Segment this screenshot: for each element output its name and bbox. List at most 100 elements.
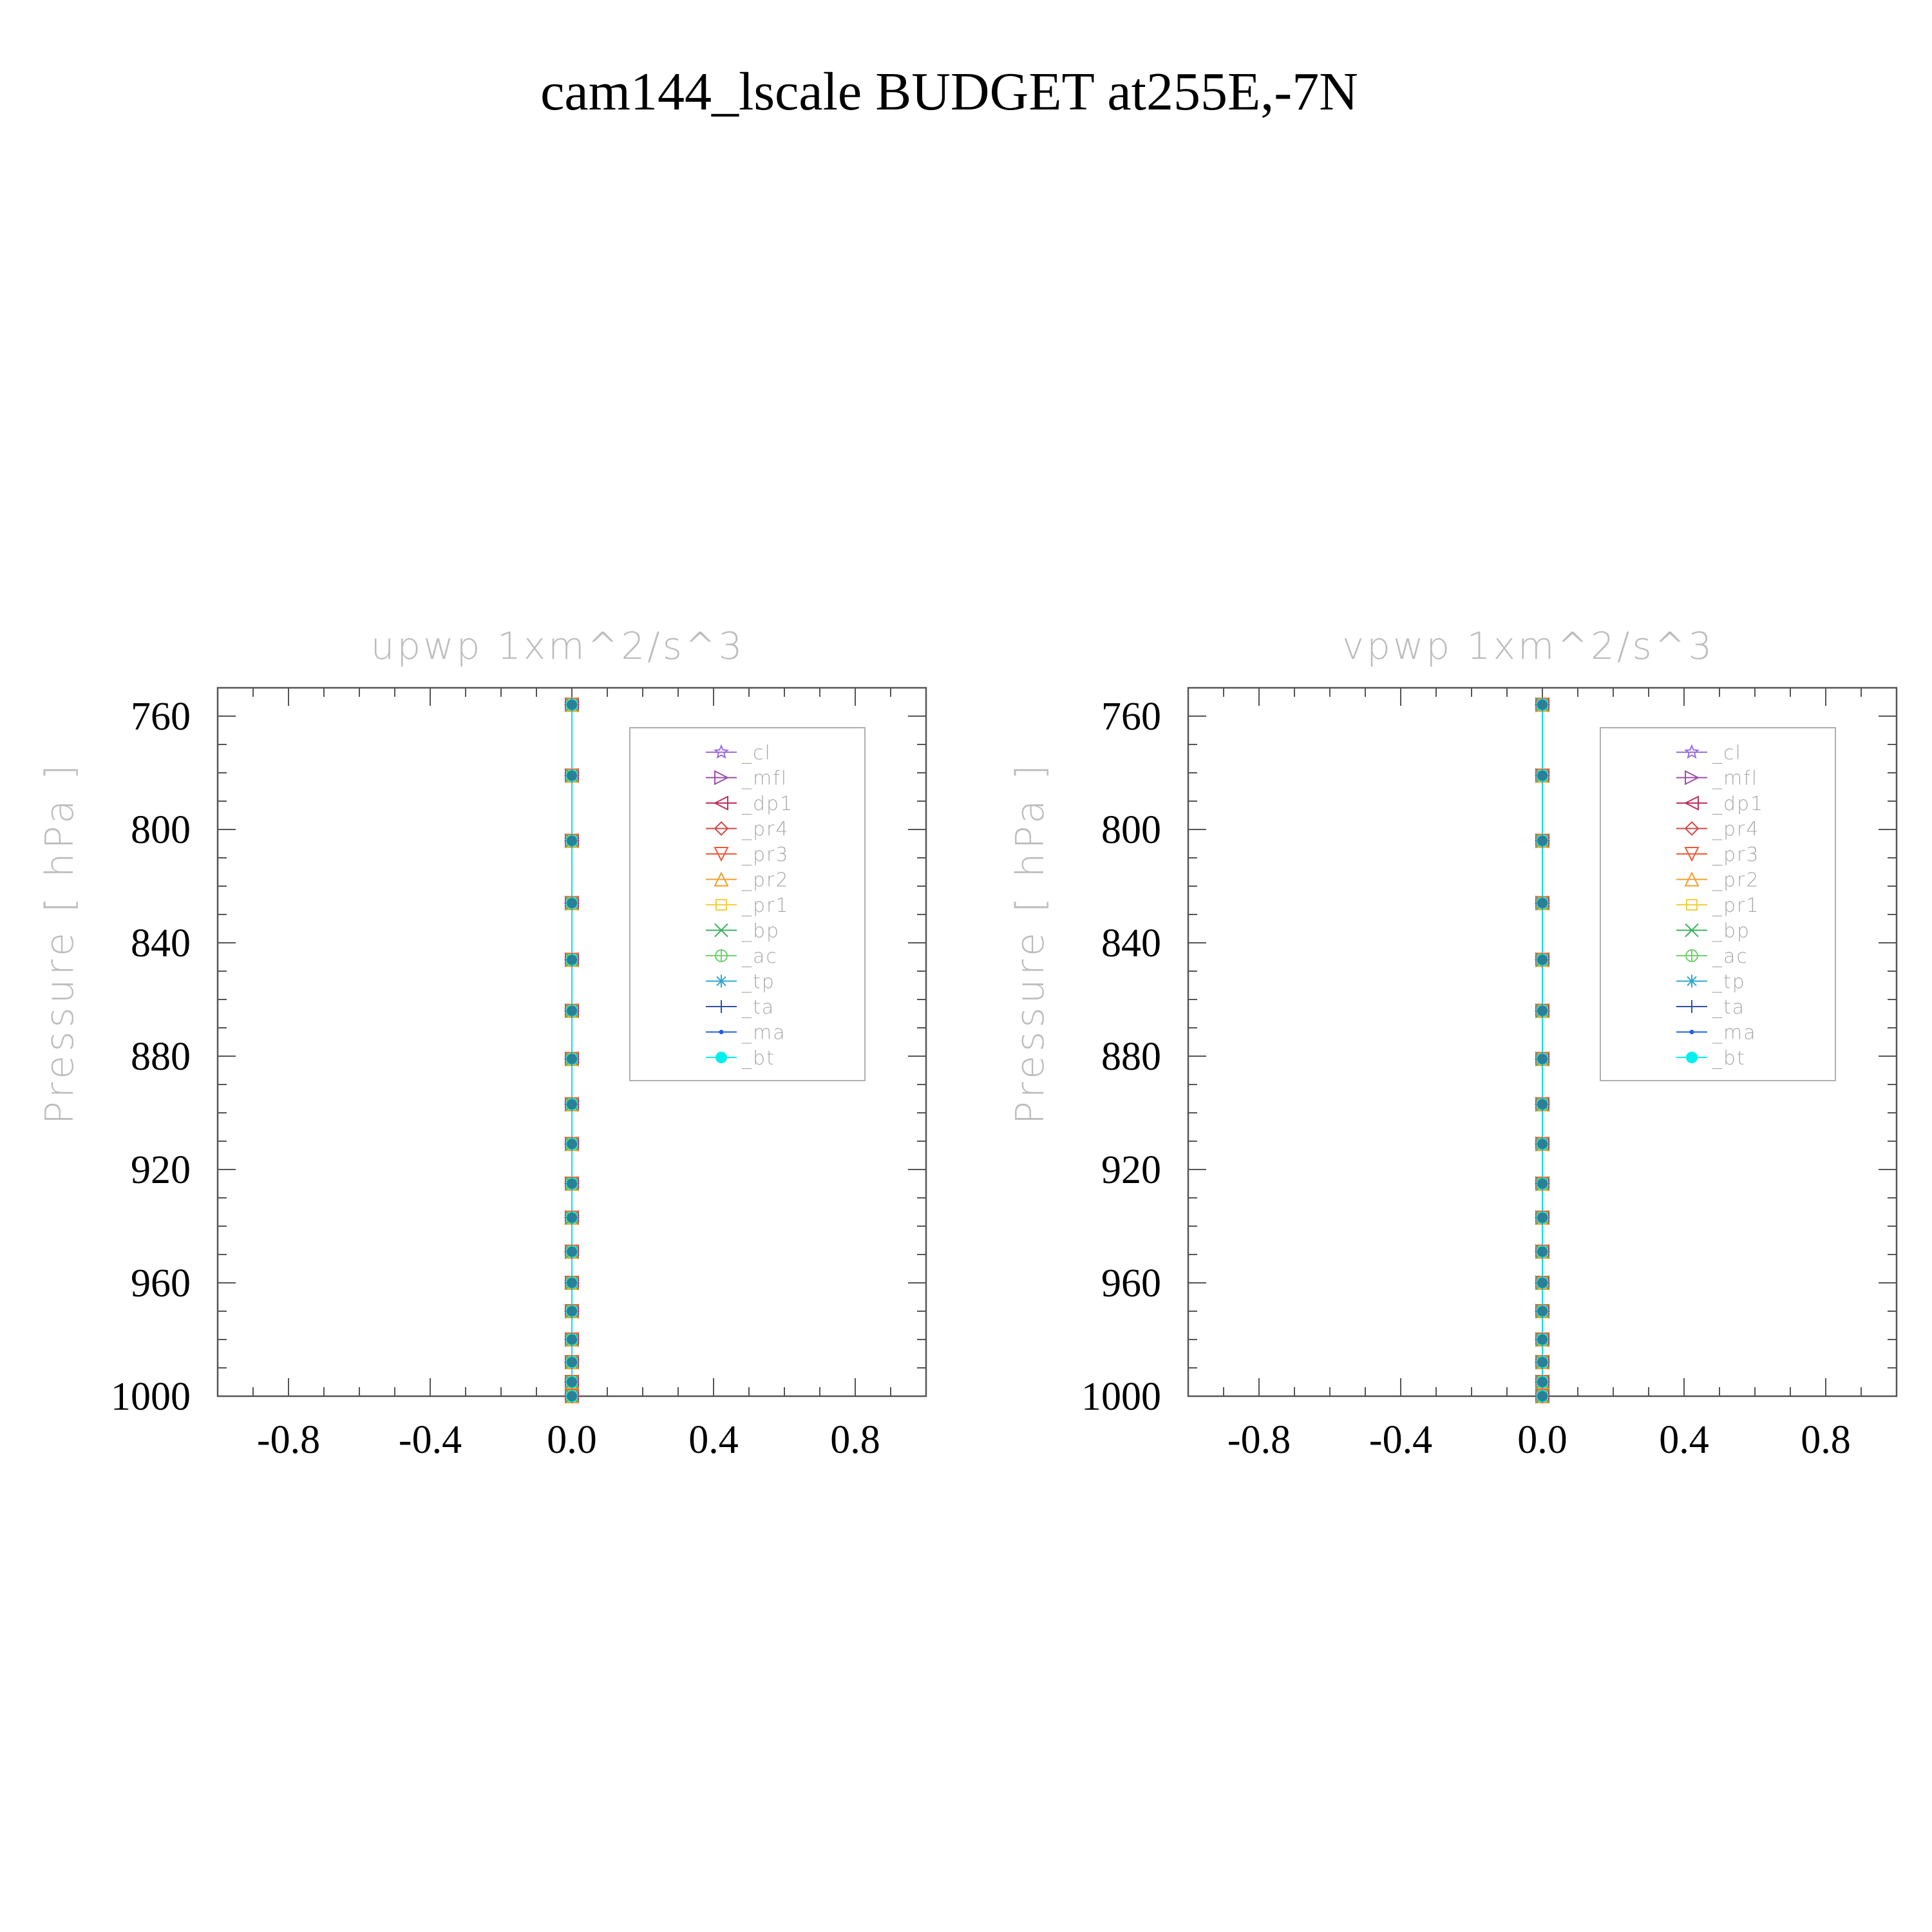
legend-label: _mfl [741,768,788,790]
legend-box [629,727,866,1081]
point-cluster [1537,699,1548,710]
legend-marker [1683,795,1699,811]
legend-label: _cl [1712,742,1742,764]
legend-marker [714,744,729,759]
x-tick-label: 0.4 [1659,1418,1709,1462]
y-tick-label: 920 [1101,1148,1161,1192]
legend-label: _ma [1712,1022,1757,1045]
legend-label: _cl [741,742,772,764]
figure-title: cam144_lscale BUDGET at255E,-7N [540,62,1358,122]
legend-label: _bt [741,1047,775,1070]
point-cluster [567,1212,577,1223]
point-cluster [1537,1391,1548,1401]
legend-label: _pr3 [741,844,789,866]
legend-label: _dp1 [741,793,793,815]
y-axis-label: Pressure [ hPa ] [37,761,82,1125]
legend-marker [714,821,729,836]
point-cluster [1537,1357,1548,1368]
x-tick-label: 0.0 [1517,1418,1567,1462]
legend-marker [715,899,727,911]
legend-marker [713,795,728,811]
legend-label: _ma [741,1022,786,1045]
y-tick-label: 840 [1101,922,1161,965]
x-tick-label: 0.0 [547,1418,597,1462]
legend-marker [714,770,730,786]
chart-panel: upwp 1xm^2/s^3 Pressure [ hPa ] -0.8 -0.4 0.… [37,624,927,1462]
chart-panels: upwp 1xm^2/s^3 Pressure [ hPa ] -0.8 -0.4 0.… [37,624,1898,1462]
point-cluster [1537,1005,1548,1016]
legend-label: _tp [1712,971,1746,994]
legend-label: _bt [1712,1047,1746,1070]
point-cluster [1537,1306,1548,1316]
legend-label: _tp [741,971,775,994]
panel-title: upwp 1xm^2/s^3 [371,624,745,668]
legend-label: _bp [1712,920,1750,943]
legend-marker [1685,1000,1698,1013]
legend-label: _ta [741,996,775,1019]
point-cluster [1537,898,1548,909]
legend-marker [714,847,729,862]
point-cluster [1537,1334,1548,1345]
legend-label: _bp [741,920,780,943]
x-tick-label: 0.8 [830,1418,880,1462]
legend-marker [1685,770,1700,786]
legend-marker [715,1052,727,1063]
point-cluster [567,954,577,965]
y-tick-label: 880 [131,1035,191,1079]
y-tick-label: 800 [131,808,191,852]
legend-marker [1684,744,1700,759]
point-cluster [567,1377,577,1387]
point-cluster [567,1306,577,1316]
legend-label: _ac [1712,945,1748,968]
point-cluster [567,699,577,710]
point-cluster [1537,954,1548,965]
point-cluster [567,1054,577,1065]
legend-label: _pr2 [741,869,789,892]
point-cluster [567,1139,577,1150]
y-tick-label: 920 [131,1148,191,1192]
legend-marker [714,871,729,887]
legend-marker [1684,847,1700,862]
x-tick-label: -0.4 [1369,1418,1432,1462]
legend-label: _pr4 [1712,819,1759,841]
series-group [1534,696,1551,1405]
legend-marker [1685,974,1698,988]
legend-marker [1686,899,1698,911]
legend-label: _pr2 [1712,869,1759,892]
legend: _cl _mfl _dp1 _pr4 _pr3 _pr2 _pr1 _bp_ac _tp_ta _… [1600,727,1836,1081]
legend-label: _dp1 [1712,793,1764,815]
point-cluster [1537,835,1548,846]
legend-box [1600,727,1836,1081]
legend-marker [1684,821,1700,836]
point-cluster [1537,1179,1548,1189]
point-cluster [567,898,577,909]
point-cluster [1537,1099,1548,1110]
x-tick-label: -0.8 [257,1418,320,1462]
point-cluster [567,1099,577,1110]
point-cluster [567,1391,577,1401]
legend-label: _pr3 [1712,844,1759,866]
point-cluster [567,1278,577,1288]
point-cluster [567,1357,577,1368]
point-cluster [1537,1212,1548,1223]
point-cluster [567,1005,577,1016]
legend-marker-cross [715,949,728,962]
legend-marker [1686,1052,1698,1063]
legend-marker [1684,871,1700,887]
legend: _cl _mfl _dp1 _pr4 _pr3 _pr2 _pr1 _bp_ac _tp_ta _… [629,727,866,1081]
point-cluster [567,1246,577,1257]
point-cluster [567,835,577,846]
legend-marker [1685,923,1699,938]
y-tick-label: 760 [131,695,191,739]
legend-marker [715,1000,728,1013]
legend-marker [719,1030,724,1034]
x-tick-label: -0.8 [1227,1418,1291,1462]
y-tick-label: 1000 [111,1375,191,1419]
legend-label: _ac [741,945,778,968]
point-cluster [567,770,577,781]
series-group [564,696,580,1405]
legend-label: _mfl [1712,768,1758,790]
point-cluster [567,1334,577,1345]
panel-title: vpwp 1xm^2/s^3 [1342,624,1714,668]
